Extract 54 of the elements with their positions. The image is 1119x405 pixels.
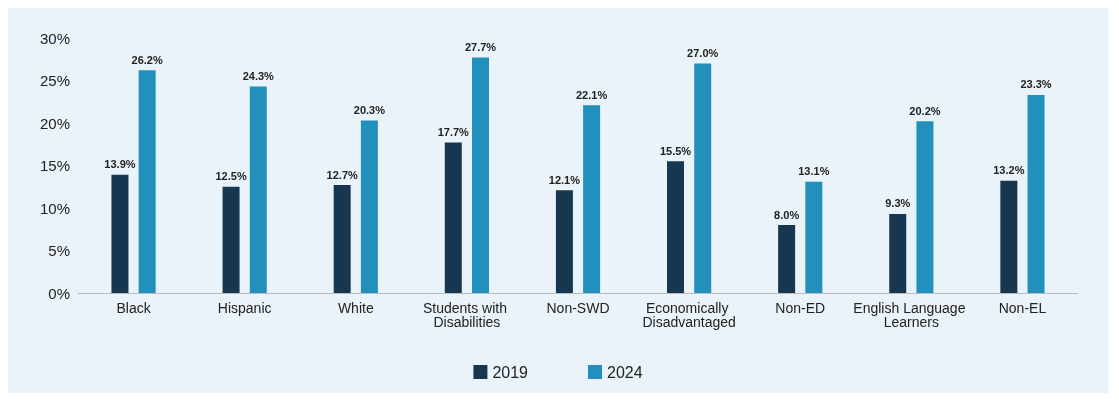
data-label: 22.1%	[576, 88, 608, 101]
x-tick-label: Economically Disadvantaged	[642, 300, 736, 330]
data-label: 13.9%	[104, 158, 136, 171]
x-tick-label: Hispanic	[217, 300, 272, 316]
x-tick-label: White	[337, 300, 374, 316]
data-label: 26.2%	[131, 53, 163, 66]
x-tick-label: Non-ED	[775, 300, 826, 316]
y-tick-label: 10%	[39, 199, 70, 217]
x-tick-label: English Language Learners	[853, 300, 970, 330]
data-label: 13.1%	[798, 165, 830, 178]
x-tick-label: Students with Disabilities	[422, 300, 511, 330]
bar	[111, 174, 129, 293]
bar	[471, 57, 489, 293]
bar	[1000, 180, 1018, 293]
bar	[360, 120, 378, 293]
bar	[583, 105, 601, 293]
x-tick-label: Black	[116, 300, 152, 316]
data-label: 27.0%	[687, 47, 719, 59]
data-label: 23.3%	[1020, 78, 1052, 91]
bar	[805, 181, 823, 293]
data-label: 12.7%	[326, 168, 358, 181]
data-label: 17.7%	[437, 126, 470, 139]
data-label: 20.2%	[909, 104, 941, 117]
bar	[916, 121, 934, 293]
y-tick-label: 5%	[48, 242, 70, 259]
x-tick-label: Non-EL	[998, 300, 1047, 316]
data-label: 9.3%	[885, 197, 911, 210]
bar	[222, 186, 240, 293]
data-label: 27.7%	[464, 41, 497, 54]
legend-label: 2019	[492, 363, 529, 381]
legend-label: 2024	[607, 363, 643, 381]
data-label: 24.3%	[242, 69, 275, 82]
y-tick-label: 30%	[39, 29, 70, 47]
bar	[333, 185, 351, 293]
bar	[667, 161, 685, 293]
data-label: 13.2%	[993, 164, 1025, 177]
bar	[778, 225, 796, 293]
bar	[1027, 94, 1045, 293]
bar	[694, 63, 712, 293]
y-tick-label: 20%	[39, 114, 70, 132]
data-label: 12.5%	[215, 170, 247, 183]
bar	[444, 142, 462, 293]
x-tick-label: Non-SWD	[546, 300, 610, 316]
bar	[249, 86, 267, 293]
data-label: 12.1%	[548, 173, 581, 186]
y-tick-label: 15%	[39, 157, 70, 174]
bar	[555, 190, 573, 293]
y-tick-label: 0%	[48, 284, 70, 302]
bar	[138, 70, 156, 293]
data-label: 15.5%	[659, 144, 692, 157]
bar	[889, 213, 907, 293]
y-tick-label: 25%	[39, 72, 70, 89]
data-label: 20.3%	[353, 103, 386, 116]
data-label: 8.0%	[774, 208, 800, 221]
